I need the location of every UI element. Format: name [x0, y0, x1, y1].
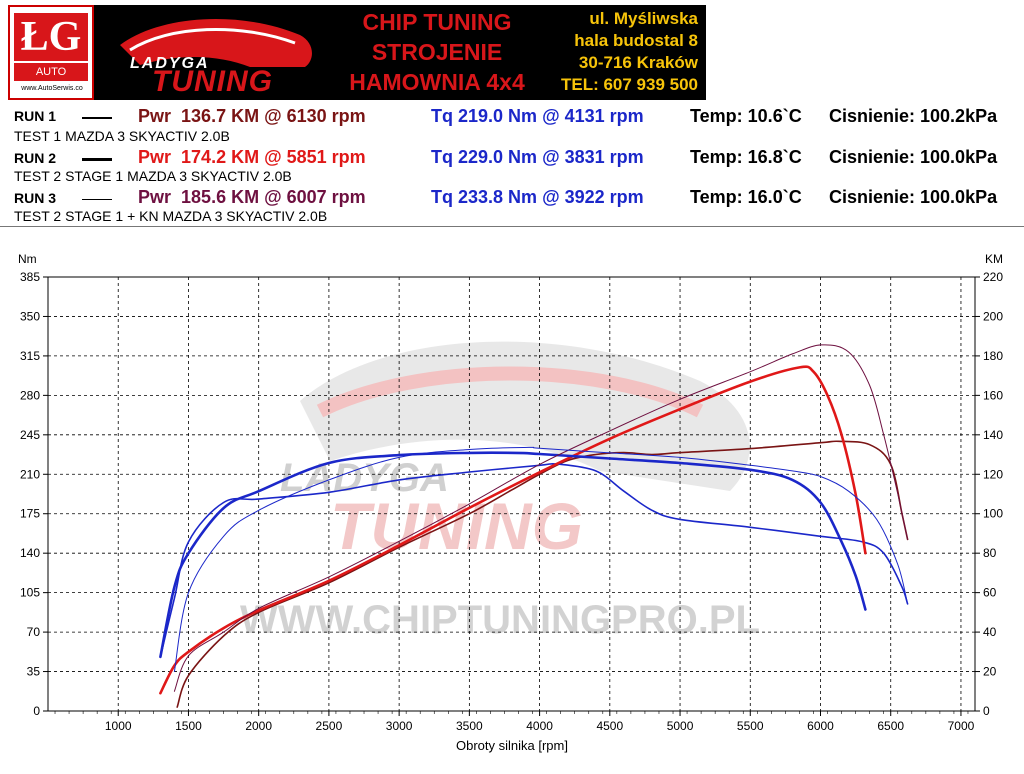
run-1-pressure: Cisnienie: 100.2kPa: [829, 106, 998, 126]
x-tick-label: 7000: [948, 719, 975, 733]
logo-url: www.AutoSerwis.co: [21, 85, 83, 92]
chart-grid: [48, 277, 975, 711]
run-2-torque-line: [159, 451, 867, 659]
y-axis-right-label: KM: [985, 252, 1003, 266]
header-banner: ŁG AUTO SERWIS www.AutoSerwis.co LADYGA …: [8, 5, 706, 100]
y-left-tick-label: 175: [20, 507, 40, 521]
y-left-tick-label: 350: [20, 309, 40, 323]
logo-word-tuning: TUNING: [152, 65, 273, 98]
y-left-tick-label: 35: [27, 665, 41, 679]
run-1-power-line: [176, 440, 909, 708]
y-left-tick-label: 105: [20, 586, 40, 600]
run-2-pressure: Cisnienie: 100.0kPa: [829, 147, 998, 167]
chart-series: [159, 344, 909, 708]
y-right-tick-label: 160: [983, 388, 1003, 402]
address-hall: hala budostal 8: [574, 31, 698, 50]
y-right-tick-label: 100: [983, 507, 1003, 521]
y-left-tick-label: 0: [33, 704, 40, 718]
run-2-legend-line: [82, 158, 112, 161]
run-3-description: TEST 2 STAGE 1 + KN MAZDA 3 SKYACTIV 2.0…: [14, 208, 328, 224]
x-tick-label: 3000: [386, 719, 413, 733]
chip-tuning-title: CHIP TUNING STROJENIE HAMOWNIA 4x4: [330, 7, 544, 97]
x-tick-label: 6000: [807, 719, 834, 733]
run-3-power: Pwr 185.6 KM @ 6007 rpm: [138, 187, 366, 207]
run-3-legend-line: [82, 199, 112, 200]
chip-line-1: CHIP TUNING: [362, 9, 512, 35]
x-tick-label: 1000: [105, 719, 132, 733]
plot-area-border: [47, 276, 976, 712]
dyno-chart-svg: LADYGA TUNING WWW.CHIPTUNINGPRO.PL 1000 1…: [18, 252, 1003, 753]
x-axis-label: Obroty silnika [rpm]: [456, 738, 568, 753]
run-3-label: RUN 3: [14, 190, 57, 206]
watermark-ladyga: LADYGA: [280, 456, 449, 500]
run-3-torque: Tq 233.8 Nm @ 3922 rpm: [431, 187, 644, 207]
run-1-torque-line: [159, 462, 909, 658]
x-tick-label: 5000: [667, 719, 694, 733]
y-right-tick-label: 0: [983, 704, 990, 718]
y-left-tick-label: 385: [20, 270, 40, 284]
run-1-label: RUN 1: [14, 108, 57, 124]
y-left-tick-label: 140: [20, 546, 40, 560]
run-1-torque: Tq 219.0 Nm @ 4131 rpm: [431, 106, 644, 126]
y-right-tick-label: 180: [983, 349, 1003, 363]
chip-line-2: STROJENIE: [371, 39, 503, 65]
x-tick-label: 4000: [526, 719, 553, 733]
x-tick-label: 2000: [245, 719, 272, 733]
run-2-temp: Temp: 16.8`C: [690, 147, 802, 167]
y-right-tick-label: 80: [983, 546, 997, 560]
run-1-temp: Temp: 10.6`C: [690, 106, 802, 126]
y-right-tick-label: 20: [983, 665, 997, 679]
watermark-url: WWW.CHIPTUNINGPRO.PL: [240, 598, 760, 642]
y-right-tick-label: 140: [983, 428, 1003, 442]
car-silhouette-icon: [120, 18, 312, 67]
x-tick-label: 5500: [737, 719, 764, 733]
run-3-temp: Temp: 16.0`C: [690, 187, 802, 207]
y-axis-left-label: Nm: [18, 252, 37, 266]
run-1-power: Pwr 136.7 KM @ 6130 rpm: [138, 106, 366, 126]
logo-word-ladyga: LADYGA: [130, 55, 210, 72]
run-3-torque-line: [173, 446, 909, 672]
y-right-tick-label: 120: [983, 467, 1003, 481]
y-left-tick-label: 315: [20, 349, 40, 363]
run-1-description: TEST 1 MAZDA 3 SKYACTIV 2.0B: [14, 128, 230, 144]
run-2-power: Pwr 174.2 KM @ 5851 rpm: [138, 147, 366, 167]
chip-line-3: HAMOWNIA 4x4: [349, 69, 525, 95]
logo-letters: ŁG: [14, 13, 88, 61]
address-block: ul. Myśliwska hala budostal 8 30-716 Kra…: [548, 8, 698, 96]
y-left-tick-label: 245: [20, 428, 40, 442]
address-phone: TEL: 607 939 500: [560, 75, 698, 94]
ladyga-tuning-logo: LADYGA TUNING: [100, 5, 322, 100]
run-3-power-line: [173, 344, 909, 692]
dyno-chart: LADYGA TUNING WWW.CHIPTUNINGPRO.PL 1000 1…: [0, 226, 1024, 769]
x-tick-label: 2500: [316, 719, 343, 733]
run-3-pressure: Cisnienie: 100.0kPa: [829, 187, 998, 207]
run-2-power-line: [159, 365, 867, 695]
address-city: 30-716 Kraków: [578, 53, 698, 72]
x-tick-label: 3500: [456, 719, 483, 733]
y-right-tick-label: 60: [983, 586, 997, 600]
logo-name: AUTO SERWIS: [14, 63, 88, 96]
run-2-torque: Tq 229.0 Nm @ 3831 rpm: [431, 147, 644, 167]
y-left-tick-label: 210: [20, 467, 40, 481]
y-right-tick-label: 40: [983, 625, 997, 639]
y-right-tick-label: 200: [983, 309, 1003, 323]
run-2-label: RUN 2: [14, 150, 57, 166]
x-tick-label: 1500: [175, 719, 202, 733]
chart-axes: 1000 1500 2000 2500 3000 3500 4000 4500 5000 5500…: [20, 270, 1003, 733]
y-left-tick-label: 70: [27, 625, 41, 639]
run-1-legend-line: [82, 117, 112, 119]
x-tick-label: 4500: [596, 719, 623, 733]
run-2-description: TEST 2 STAGE 1 MAZDA 3 SKYACTIV 2.0B: [14, 168, 292, 184]
x-tick-label: 6500: [877, 719, 904, 733]
y-left-tick-label: 280: [20, 388, 40, 402]
y-right-tick-label: 220: [983, 270, 1003, 284]
address-street: ul. Myśliwska: [589, 9, 698, 28]
watermark-tuning: TUNING: [330, 489, 583, 563]
auto-serwis-logo: ŁG AUTO SERWIS www.AutoSerwis.co: [8, 5, 94, 100]
